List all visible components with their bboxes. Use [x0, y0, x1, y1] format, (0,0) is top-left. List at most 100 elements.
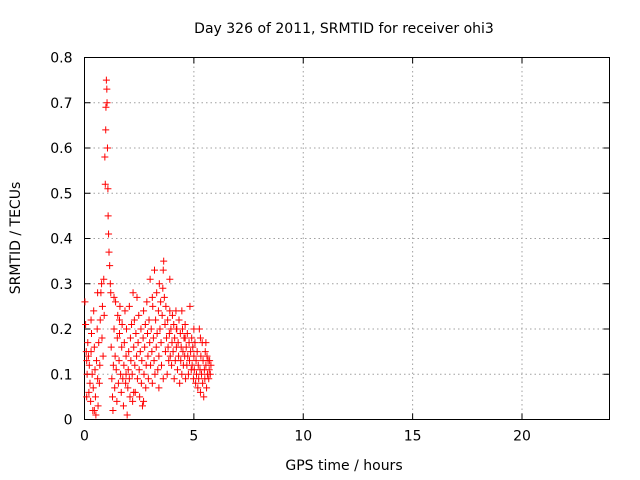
data-point	[186, 302, 194, 310]
data-point	[86, 379, 94, 387]
data-point	[155, 352, 163, 360]
data-point	[141, 320, 149, 328]
data-point	[138, 357, 146, 365]
data-point	[98, 280, 106, 288]
data-point	[170, 320, 178, 328]
data-point	[156, 325, 164, 333]
data-point	[116, 316, 123, 324]
data-point	[144, 352, 152, 360]
data-point	[164, 316, 172, 324]
data-point	[103, 144, 111, 152]
data-point	[138, 402, 146, 410]
data-point	[105, 230, 113, 238]
data-point	[93, 325, 101, 333]
data-point	[100, 311, 108, 319]
ticks	[84, 57, 610, 420]
data-point	[181, 334, 189, 342]
data-point	[161, 320, 169, 328]
data-point	[183, 330, 191, 338]
x-tick-label: 5	[189, 429, 198, 445]
data-point	[168, 311, 176, 319]
data-point	[147, 361, 155, 369]
data-point	[149, 302, 157, 310]
data-point	[178, 307, 186, 315]
x-tick-label: 20	[513, 429, 531, 445]
y-axis-label: SRMTID / TECUs	[8, 182, 24, 295]
y-tick-label: 0.8	[50, 51, 72, 67]
data-point	[93, 357, 101, 365]
data-point	[190, 325, 198, 333]
data-point	[84, 339, 92, 347]
data-point	[95, 339, 103, 347]
data-point	[190, 352, 198, 360]
data-point	[166, 275, 174, 283]
data-point	[130, 388, 138, 396]
data-point	[134, 339, 142, 347]
data-point	[135, 311, 143, 319]
data-point	[118, 343, 126, 351]
data-point	[166, 307, 174, 315]
x-tick-label: 0	[80, 429, 89, 445]
data-point	[108, 375, 116, 383]
data-point	[133, 375, 141, 383]
data-point	[124, 384, 132, 392]
data-point	[126, 393, 134, 401]
data-point	[159, 375, 167, 383]
data-point	[96, 316, 104, 324]
data-point	[195, 375, 203, 383]
data-point	[83, 393, 91, 401]
y-tick-label: 0.2	[50, 322, 72, 338]
y-tick-label: 0.1	[50, 367, 72, 383]
data-point	[116, 302, 124, 310]
data-point	[148, 348, 156, 356]
data-point	[154, 307, 162, 315]
data-point	[159, 284, 167, 292]
data-point	[188, 361, 196, 369]
data-point	[137, 325, 145, 333]
data-point	[105, 248, 113, 256]
data-point	[142, 384, 150, 392]
data-point	[95, 379, 103, 387]
data-point	[103, 85, 111, 93]
data-point	[127, 357, 135, 365]
data-point	[157, 339, 165, 347]
data-point	[185, 339, 193, 347]
data-point	[87, 397, 95, 405]
data-point	[85, 361, 93, 369]
data-point	[96, 361, 104, 369]
data-point	[147, 325, 155, 333]
data-point	[181, 320, 189, 328]
data-point	[194, 361, 202, 369]
data-point	[140, 397, 148, 405]
data-point	[165, 330, 173, 338]
data-point	[109, 361, 117, 369]
data-point	[159, 266, 167, 274]
data-point	[101, 153, 109, 161]
y-tick-label: 0.6	[50, 141, 72, 157]
data-point	[123, 325, 130, 333]
data-point	[94, 375, 102, 383]
data-point	[124, 366, 132, 374]
y-tick-label: 0.5	[50, 186, 72, 202]
data-point	[152, 316, 160, 324]
data-point	[100, 275, 108, 283]
data-point	[158, 311, 166, 319]
data-point	[94, 289, 102, 297]
x-axis-label: GPS time / hours	[285, 458, 402, 474]
data-point	[109, 406, 117, 414]
data-point	[94, 402, 102, 410]
data-point	[144, 375, 152, 383]
data-point	[135, 366, 143, 374]
data-point	[87, 348, 95, 356]
data-point	[114, 379, 122, 387]
data-point	[166, 352, 174, 360]
data-point	[203, 352, 211, 360]
data-point	[200, 393, 208, 401]
data-point	[113, 397, 121, 405]
y-tick-label: 0.7	[50, 96, 72, 112]
y-tick-label: 0.3	[50, 277, 72, 293]
data-point	[151, 370, 159, 378]
data-point	[150, 357, 158, 365]
data-point	[186, 357, 193, 365]
